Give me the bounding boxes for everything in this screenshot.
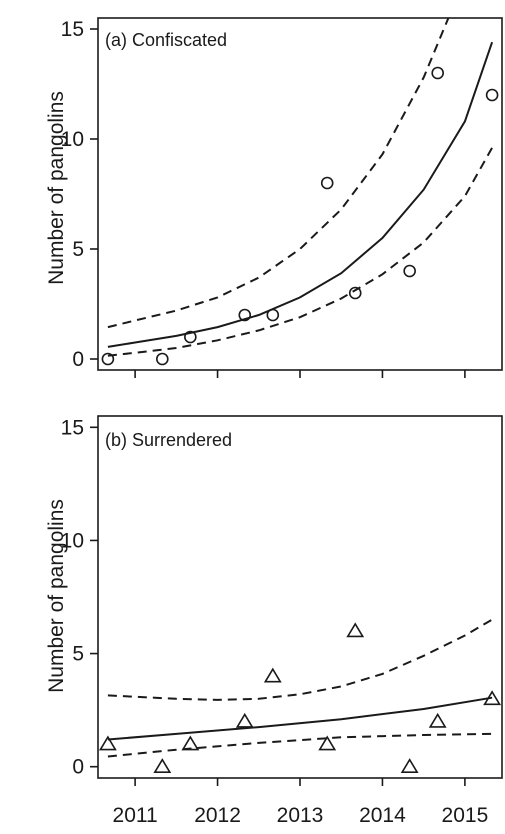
panel-b-data-point xyxy=(181,735,200,751)
panel-a-y-tick-label: 5 xyxy=(72,238,84,261)
panel-a-data-point xyxy=(348,286,362,300)
panel-b-x-tick-label: 2013 xyxy=(277,804,324,827)
panel-b-data-point xyxy=(483,690,502,706)
panel-a-title: (a) Confiscated xyxy=(105,30,227,50)
panel-a-data-point xyxy=(320,176,334,190)
panel-b-data-point xyxy=(153,758,172,773)
panel-a-data-point xyxy=(266,308,280,322)
panel-a-data-point xyxy=(156,352,169,366)
panel-a-data-point xyxy=(238,308,252,322)
panel-a-y-tick-label: 15 xyxy=(61,18,84,41)
panel-b-data-point xyxy=(346,622,365,638)
panel-a-data-point xyxy=(431,66,444,80)
panel-a-data-point xyxy=(184,330,197,344)
panel-surrendered: (b) Surrendered Number of pangolins 0 5 10… xyxy=(45,415,503,827)
panel-b-data-point xyxy=(98,735,117,751)
panel-b-lower-confidence-line xyxy=(107,732,493,758)
panel-b-y-tick-label: 15 xyxy=(61,416,84,439)
panel-b-fitted-line xyxy=(107,696,493,741)
panel-b-x-tick-label: 2014 xyxy=(359,804,406,827)
panel-a-upper-confidence-line xyxy=(107,18,450,329)
panel-b-y-tick-label: 0 xyxy=(72,756,84,779)
panel-a-data-point xyxy=(485,88,499,102)
panel-b-data-point xyxy=(263,667,282,683)
panel-b-y-axis-label: Number of pangolins xyxy=(45,499,68,693)
panel-b-x-tick-label: 2011 xyxy=(113,804,158,827)
panel-b-data-point xyxy=(400,758,419,773)
panel-b-upper-confidence-line xyxy=(107,618,493,701)
panel-b-y-tick-label: 10 xyxy=(61,529,84,552)
panel-b-title: (b) Surrendered xyxy=(105,430,232,450)
panel-confiscated: (a) Confiscated Number of pangolins 0 5 10… xyxy=(45,17,503,378)
panel-b-data-point xyxy=(428,712,447,728)
panel-b-y-tick-label: 5 xyxy=(72,643,84,666)
panel-b-x-tick-label: 2015 xyxy=(442,804,489,827)
panel-b-data-point xyxy=(318,735,337,751)
panel-a-y-tick-label: 10 xyxy=(61,128,84,151)
panel-b-data-point xyxy=(235,712,254,728)
panel-a-y-tick-label: 0 xyxy=(72,348,84,371)
panel-a-lower-confidence-line xyxy=(107,147,493,357)
panel-a-data-point xyxy=(403,264,416,278)
panel-a-fitted-line xyxy=(107,41,494,348)
panel-a-y-axis-label: Number of pangolins xyxy=(45,91,68,285)
panel-a-data-point xyxy=(101,352,115,366)
panel-b-x-tick-label: 2012 xyxy=(194,804,241,827)
